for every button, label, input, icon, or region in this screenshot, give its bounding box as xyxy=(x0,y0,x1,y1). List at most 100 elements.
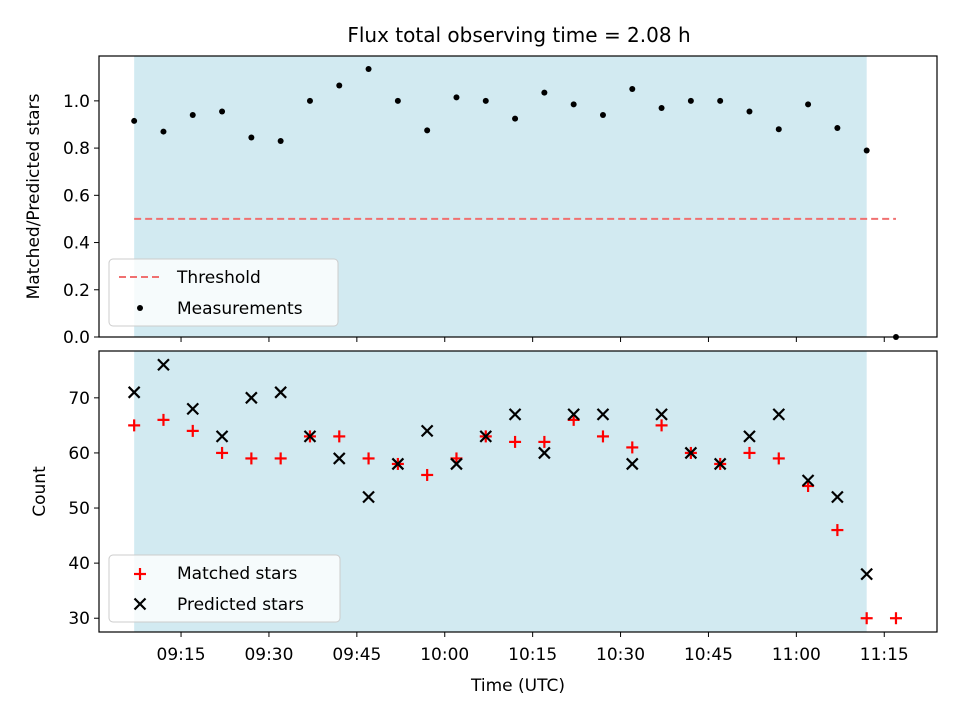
legend-measurement-swatch xyxy=(137,305,143,311)
measurement-point xyxy=(863,147,870,154)
matched-star-point xyxy=(772,452,785,465)
ratio-panel-frame xyxy=(98,55,938,338)
measurement-point xyxy=(424,127,431,134)
ratio-y-tick-label: 0.0 xyxy=(63,328,90,348)
matched-star-point xyxy=(421,468,434,481)
measurement-point xyxy=(482,97,489,104)
measurement-point xyxy=(629,86,636,93)
predicted-star-point xyxy=(450,457,463,471)
ratio-legend: Threshold Measurements xyxy=(108,258,339,327)
count-y-ticks: 30 40 50 60 70 xyxy=(68,389,99,629)
count-y-tick-label: 40 xyxy=(68,554,90,574)
ratio-x-ticks xyxy=(180,337,885,342)
measurement-point xyxy=(394,97,401,104)
measurement-point xyxy=(336,82,343,89)
count-x-tick-label: 10:15 xyxy=(508,645,557,665)
count-y-tick-label: 70 xyxy=(68,389,90,409)
predicted-star-point xyxy=(567,408,580,421)
measurement-point xyxy=(248,134,255,141)
ratio-legend-box xyxy=(108,258,339,327)
predicted-star-point xyxy=(596,408,610,421)
count-legend-box xyxy=(108,554,341,623)
predicted-star-point xyxy=(362,490,375,504)
count-x-tick-label: 10:00 xyxy=(420,645,469,665)
count-panel-frame xyxy=(98,350,938,633)
measurement-point xyxy=(570,101,577,108)
count-legend: Matched stars Predicted stars xyxy=(108,554,341,623)
measurement-point xyxy=(717,97,724,104)
ratio-y-tick-label: 0.4 xyxy=(63,234,90,254)
measurement-points xyxy=(131,65,899,340)
legend-threshold-label: Threshold xyxy=(176,268,261,288)
legend-predicted-label: Predicted stars xyxy=(177,595,304,615)
ratio-panel: 0.0 0.2 0.4 0.6 0.8 1.0 Matched/Predicted sta… xyxy=(24,55,938,348)
matched-star-point xyxy=(245,452,258,465)
predicted-star-point xyxy=(157,358,170,372)
measurement-point xyxy=(453,94,460,101)
ratio-y-tick-label: 0.2 xyxy=(63,281,90,301)
predicted-star-point xyxy=(713,457,727,471)
predicted-star-point xyxy=(743,430,756,443)
predicted-star-point xyxy=(127,386,141,399)
count-y-tick-label: 60 xyxy=(68,444,90,464)
predicted-star-point xyxy=(772,408,786,421)
measurement-point xyxy=(219,108,226,115)
matched-star-point xyxy=(626,441,639,454)
count-x-tick-label: 09:45 xyxy=(332,645,381,665)
predicted-star-point xyxy=(332,452,346,465)
count-x-tick-label: 10:45 xyxy=(684,645,733,665)
matched-star-point xyxy=(655,419,668,432)
measurement-point xyxy=(775,126,782,133)
predicted-stars-points xyxy=(127,358,873,581)
measurement-point xyxy=(805,101,812,108)
measurement-point xyxy=(512,115,519,122)
matched-star-point xyxy=(889,612,902,625)
measurement-point xyxy=(365,65,372,72)
count-x-tick-label: 10:30 xyxy=(596,645,645,665)
predicted-star-point xyxy=(391,457,405,471)
measurement-point xyxy=(658,104,665,111)
predicted-star-point xyxy=(479,430,493,443)
count-y-tick-label: 30 xyxy=(68,609,90,629)
time-x-axis-label: Time (UTC) xyxy=(470,676,565,696)
ratio-y-ticks: 0.0 0.2 0.4 0.6 0.8 1.0 xyxy=(63,92,99,348)
matched-star-point xyxy=(860,612,873,625)
measurement-point xyxy=(160,128,167,135)
predicted-star-point xyxy=(303,430,317,443)
matched-star-point xyxy=(538,435,551,448)
matched-star-point xyxy=(362,452,375,465)
measurement-point xyxy=(541,89,548,96)
measurement-point xyxy=(687,97,694,104)
matched-star-point xyxy=(128,419,141,432)
matched-star-point xyxy=(596,430,609,443)
measurement-point xyxy=(131,117,138,124)
count-x-tick-label: 11:00 xyxy=(772,645,821,665)
count-x-tick-label: 09:15 xyxy=(157,645,206,665)
matched-star-point xyxy=(186,424,199,437)
predicted-star-point xyxy=(831,490,844,504)
predicted-star-point xyxy=(538,446,551,460)
ratio-y-tick-label: 0.8 xyxy=(63,139,90,159)
measurement-point xyxy=(834,125,841,132)
measurement-point xyxy=(599,112,606,119)
legend-measurements-label: Measurements xyxy=(177,299,303,319)
count-y-tick-label: 50 xyxy=(68,499,90,519)
chart-title: Flux total observing time = 2.08 h xyxy=(347,23,690,47)
legend-predicted-swatch xyxy=(133,597,147,611)
predicted-star-point xyxy=(420,424,434,438)
ratio-y-tick-label: 1.0 xyxy=(63,92,90,112)
measurement-point xyxy=(189,112,196,119)
legend-matched-label: Matched stars xyxy=(177,564,297,584)
matched-star-point xyxy=(216,446,229,459)
matched-star-point xyxy=(831,524,844,537)
count-x-tick-label: 09:30 xyxy=(244,645,293,665)
matched-star-point xyxy=(333,430,346,443)
predicted-star-point xyxy=(801,474,815,487)
predicted-star-point xyxy=(860,567,873,581)
predicted-star-point xyxy=(245,391,258,405)
predicted-star-point xyxy=(684,446,698,460)
predicted-star-point xyxy=(274,386,287,399)
count-x-ticks: 09:15 09:30 09:45 10:00 10:15 10:30 10:45 11:00… xyxy=(157,632,909,665)
count-y-axis-label: Count xyxy=(30,466,50,517)
measurement-point xyxy=(746,108,753,115)
